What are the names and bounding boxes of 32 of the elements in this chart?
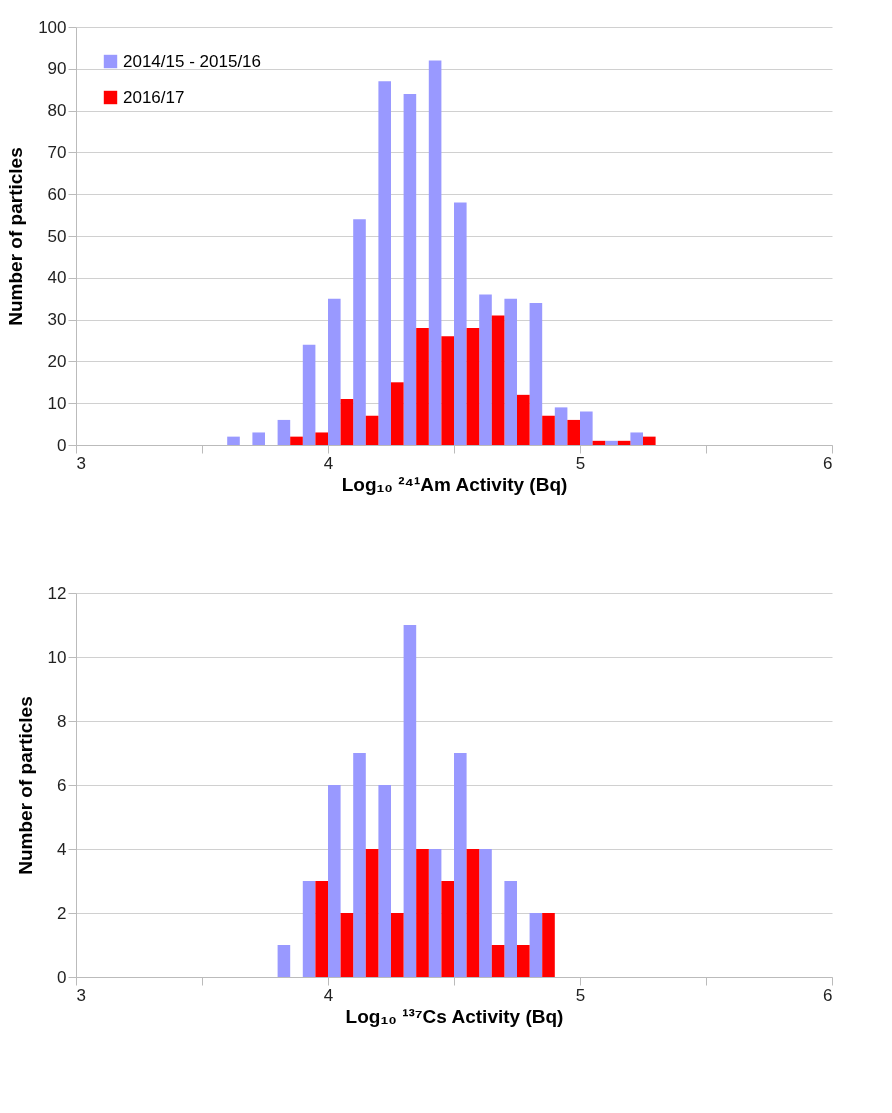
y-tick-label: 10 xyxy=(47,647,67,667)
y-tick-label: 90 xyxy=(47,59,67,79)
x-tick-label: 6 xyxy=(823,985,833,1005)
x-tick-label: 3 xyxy=(76,985,86,1005)
y-tick-label: 40 xyxy=(47,268,67,288)
y-tick-label: 8 xyxy=(57,711,67,731)
x-axis-title: Log₁₀ ²⁴¹Am Activity (Bq) xyxy=(341,473,568,495)
y-axis-title: Number of particles xyxy=(14,696,36,875)
y-tick-label: 4 xyxy=(57,839,67,859)
y-tick-label: 60 xyxy=(47,184,67,204)
y-axis-title: Number of particles xyxy=(5,147,27,326)
legend-label: 2014/15 - 2015/16 xyxy=(123,51,262,71)
y-tick-label: 30 xyxy=(47,310,67,330)
legend-label: 2016/17 xyxy=(123,87,185,107)
x-tick-label: 6 xyxy=(823,453,833,473)
x-tick-label: 5 xyxy=(575,453,586,473)
y-tick-label: 80 xyxy=(47,101,67,121)
y-tick-label: 10 xyxy=(47,393,67,413)
x-tick-label: 3 xyxy=(76,453,86,473)
y-tick-label: 20 xyxy=(47,351,67,371)
y-tick-label: 0 xyxy=(57,435,67,455)
y-tick-label: 50 xyxy=(47,226,67,246)
y-tick-label: 12 xyxy=(47,583,67,603)
y-tick-label: 0 xyxy=(57,967,67,987)
x-tick-label: 4 xyxy=(323,453,334,473)
x-tick-label: 5 xyxy=(575,985,586,1005)
y-tick-label: 70 xyxy=(47,142,67,162)
y-tick-label: 6 xyxy=(57,775,67,795)
x-axis-title: Log₁₀ ¹³⁷Cs Activity (Bq) xyxy=(345,1005,564,1027)
x-tick-label: 4 xyxy=(323,985,334,1005)
y-tick-label: 100 xyxy=(38,17,67,37)
y-tick-label: 2 xyxy=(57,903,67,923)
